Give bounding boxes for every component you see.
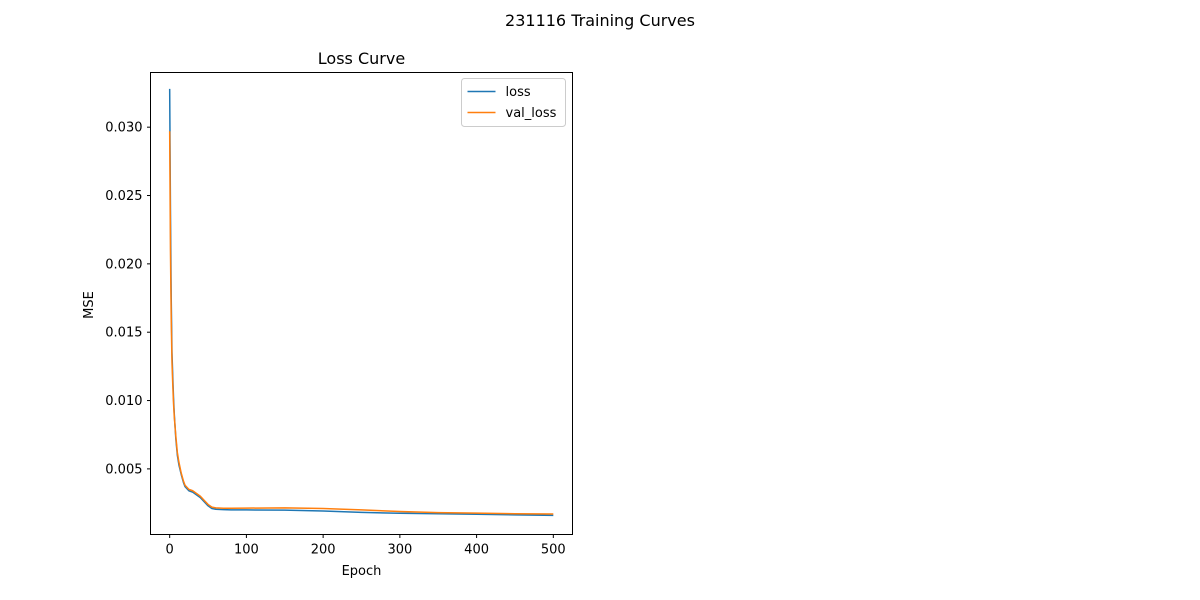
x-tick-label: 400 <box>464 543 489 558</box>
series-line-loss <box>168 88 554 517</box>
series-line-val_loss <box>168 131 554 515</box>
y-tick-label: 0.020 <box>105 257 142 272</box>
x-tick-label: 100 <box>234 543 259 558</box>
legend-label-loss: loss <box>506 85 531 100</box>
legend-box <box>461 78 566 127</box>
y-tick-label: 0.015 <box>105 326 142 341</box>
y-axis-label: MSE <box>82 291 97 319</box>
axes-frame <box>150 72 573 535</box>
y-tick-label: 0.005 <box>105 462 142 477</box>
legend: loss val_loss <box>461 78 566 127</box>
x-axis-label: Epoch <box>342 564 382 579</box>
legend-label-val_loss: val_loss <box>506 106 557 121</box>
y-tick-label: 0.025 <box>105 189 142 204</box>
x-tick-label: 200 <box>311 543 336 558</box>
x-tick-label: 500 <box>541 543 566 558</box>
x-tick-label: 300 <box>387 543 412 558</box>
figure-suptitle: 231116 Training Curves <box>505 11 695 30</box>
plot-area <box>168 88 554 517</box>
y-tick-label: 0.030 <box>105 121 142 136</box>
x-tick-label: 0 <box>166 543 174 558</box>
y-tick-label: 0.010 <box>105 394 142 409</box>
x-axis-ticks: 0 100 200 300 400 500 <box>166 534 566 558</box>
y-axis-ticks: 0.005 0.010 0.015 0.020 0.025 0.030 <box>105 121 151 477</box>
chart-title: Loss Curve <box>318 49 405 68</box>
